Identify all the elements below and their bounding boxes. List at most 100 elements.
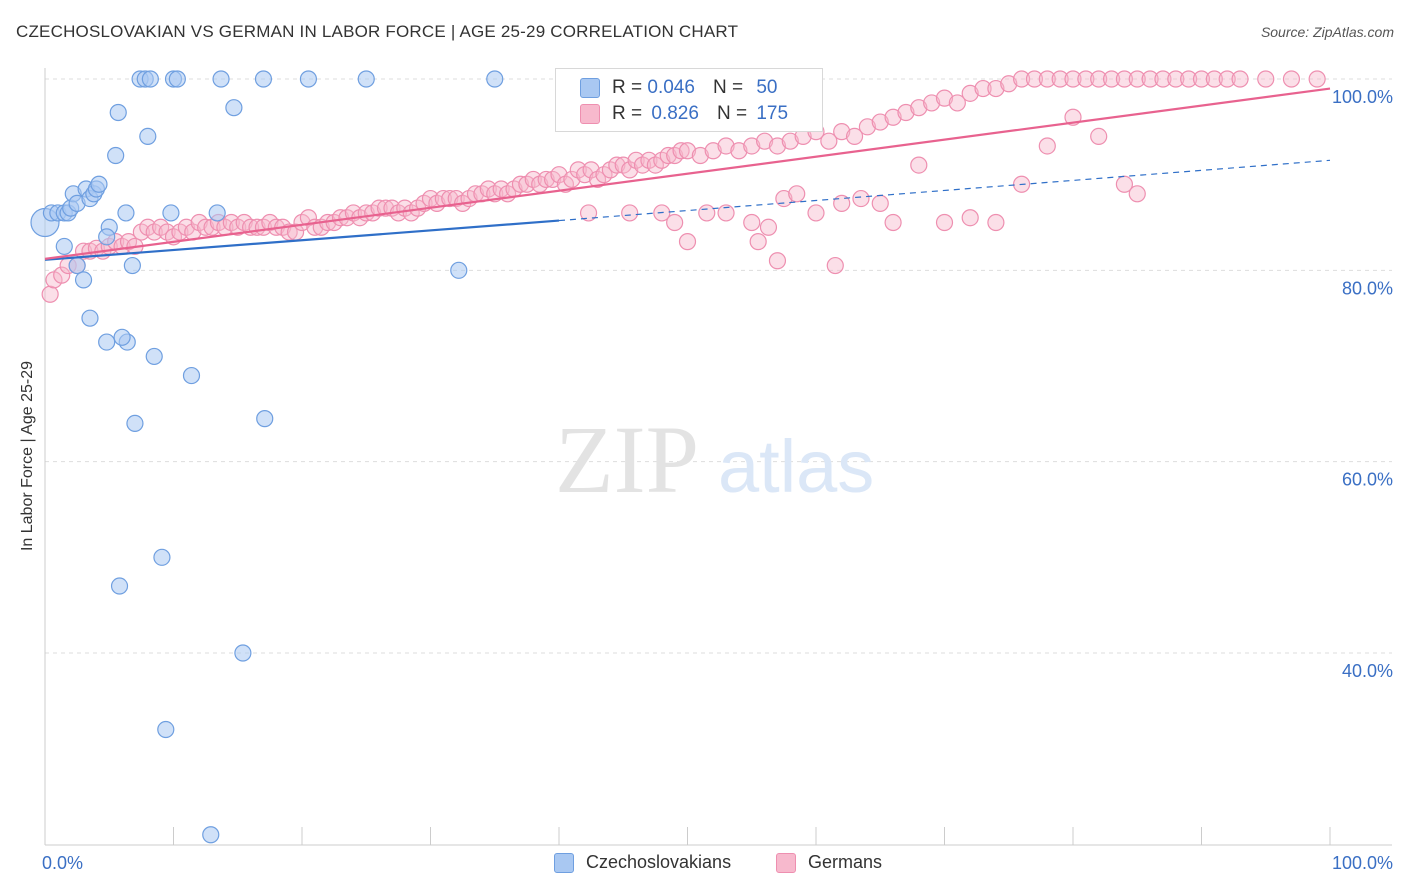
data-point-germans — [53, 266, 71, 284]
y-tick-label: 100.0% — [1332, 87, 1393, 107]
data-point-germans — [961, 209, 979, 227]
data-point-czechoslovakians — [98, 333, 116, 351]
data-point-germans — [759, 218, 778, 236]
trend-line-czechoslovakians-extension — [558, 159, 1331, 222]
data-point-germans — [299, 209, 318, 227]
data-point-germans — [370, 199, 388, 217]
data-point-czechoslovakians — [110, 577, 129, 595]
data-point-czechoslovakians — [141, 70, 159, 88]
data-point-czechoslovakians — [81, 309, 99, 327]
legend-n-label: N = — [716, 103, 748, 124]
bottom-legend-label: Czechoslovakians — [586, 852, 732, 872]
data-point-czechoslovakians — [123, 256, 141, 275]
data-point-czechoslovakians — [68, 256, 86, 275]
data-point-germans — [987, 79, 1005, 98]
data-point-czechoslovakians — [212, 70, 230, 88]
data-point-germans — [1218, 70, 1236, 88]
data-point-germans — [884, 108, 902, 126]
data-point-czechoslovakians — [98, 228, 116, 246]
data-point-germans — [1180, 70, 1198, 88]
data-point-germans — [1257, 70, 1275, 88]
data-point-germans — [1115, 70, 1134, 88]
data-point-germans — [1167, 70, 1185, 88]
stats-legend: R = 0.046 N = 50 R = 0.826 N = 175 — [555, 68, 823, 132]
data-point-germans — [743, 213, 761, 232]
trend-line-czechoslovakians — [44, 219, 560, 261]
data-point-czechoslovakians — [145, 347, 163, 366]
data-point-germans — [820, 132, 838, 150]
data-point-germans — [1090, 70, 1108, 88]
x-tick-label: 100.0% — [1332, 853, 1393, 873]
data-point-germans — [743, 137, 761, 155]
data-point-germans — [659, 146, 677, 165]
data-point-germans — [621, 204, 639, 222]
data-point-germans — [197, 218, 215, 236]
data-point-germans — [563, 170, 581, 189]
data-point-germans — [717, 204, 735, 222]
y-tick-label: 40.0% — [1342, 661, 1393, 681]
data-point-germans — [698, 204, 716, 222]
data-point-germans — [1051, 70, 1069, 88]
data-point-germans — [1282, 70, 1301, 88]
data-point-germans — [755, 132, 774, 150]
data-point-germans — [974, 79, 992, 98]
data-point-germans — [1090, 127, 1108, 145]
data-point-czechoslovakians — [162, 204, 180, 222]
y-tick-label: 80.0% — [1342, 278, 1393, 298]
legend-r-label: R = — [612, 103, 643, 124]
data-point-germans — [441, 189, 459, 208]
data-point-germans — [730, 142, 748, 160]
legend-swatch-blue — [580, 78, 600, 98]
data-point-germans — [910, 99, 928, 117]
data-point-germans — [1038, 70, 1056, 88]
data-point-germans — [537, 170, 555, 189]
data-point-czechoslovakians — [208, 204, 226, 222]
data-point-germans — [582, 161, 600, 179]
legend-swatch-pink — [580, 104, 600, 124]
data-point-germans — [858, 118, 877, 136]
data-point-czechoslovakians — [107, 146, 125, 165]
data-point-czechoslovakians — [157, 720, 175, 739]
data-point-germans — [1308, 70, 1326, 88]
data-point-czechoslovakians — [254, 70, 273, 88]
data-point-germans — [852, 189, 870, 208]
data-point-czechoslovakians — [90, 175, 108, 193]
data-point-germans — [41, 285, 59, 303]
data-point-germans — [678, 142, 697, 160]
data-point-germans — [1141, 70, 1159, 88]
data-point-germans — [678, 233, 697, 251]
data-point-germans — [704, 142, 722, 160]
data-point-germans — [550, 166, 568, 184]
data-point-germans — [1000, 75, 1018, 93]
data-point-czechoslovakians — [74, 271, 93, 289]
data-point-czechoslovakians — [113, 328, 131, 346]
bottom-legend-swatch-blue — [554, 852, 574, 873]
x-tick-label: 0.0% — [42, 853, 83, 873]
data-point-germans — [691, 146, 709, 165]
legend-n-value: 50 — [756, 77, 778, 98]
data-point-germans — [833, 123, 851, 141]
data-point-germans — [608, 156, 626, 174]
data-point-czechoslovakians — [486, 70, 504, 88]
data-point-germans — [1012, 70, 1031, 88]
data-point-czechoslovakians — [153, 548, 171, 566]
data-point-germans — [1231, 70, 1249, 88]
data-point-czechoslovakians — [168, 70, 186, 88]
data-point-germans — [1128, 185, 1146, 203]
watermark-atlas: atlas — [718, 425, 874, 508]
trend-line-germans — [44, 87, 1331, 260]
legend-r-label: R = — [612, 77, 643, 98]
data-point-germans — [871, 194, 889, 212]
data-point-germans — [621, 161, 639, 179]
y-tick-label: 60.0% — [1342, 470, 1393, 490]
data-point-czechoslovakians — [225, 99, 243, 117]
data-point-czechoslovakians — [202, 826, 220, 844]
data-point-germans — [897, 103, 915, 122]
data-point-germans — [923, 94, 941, 112]
data-point-germans — [511, 175, 530, 193]
watermark-zip: ZIP — [555, 406, 699, 513]
data-point-germans — [987, 213, 1005, 232]
data-point-czechoslovakians — [126, 414, 144, 432]
data-point-germans — [1064, 70, 1082, 88]
